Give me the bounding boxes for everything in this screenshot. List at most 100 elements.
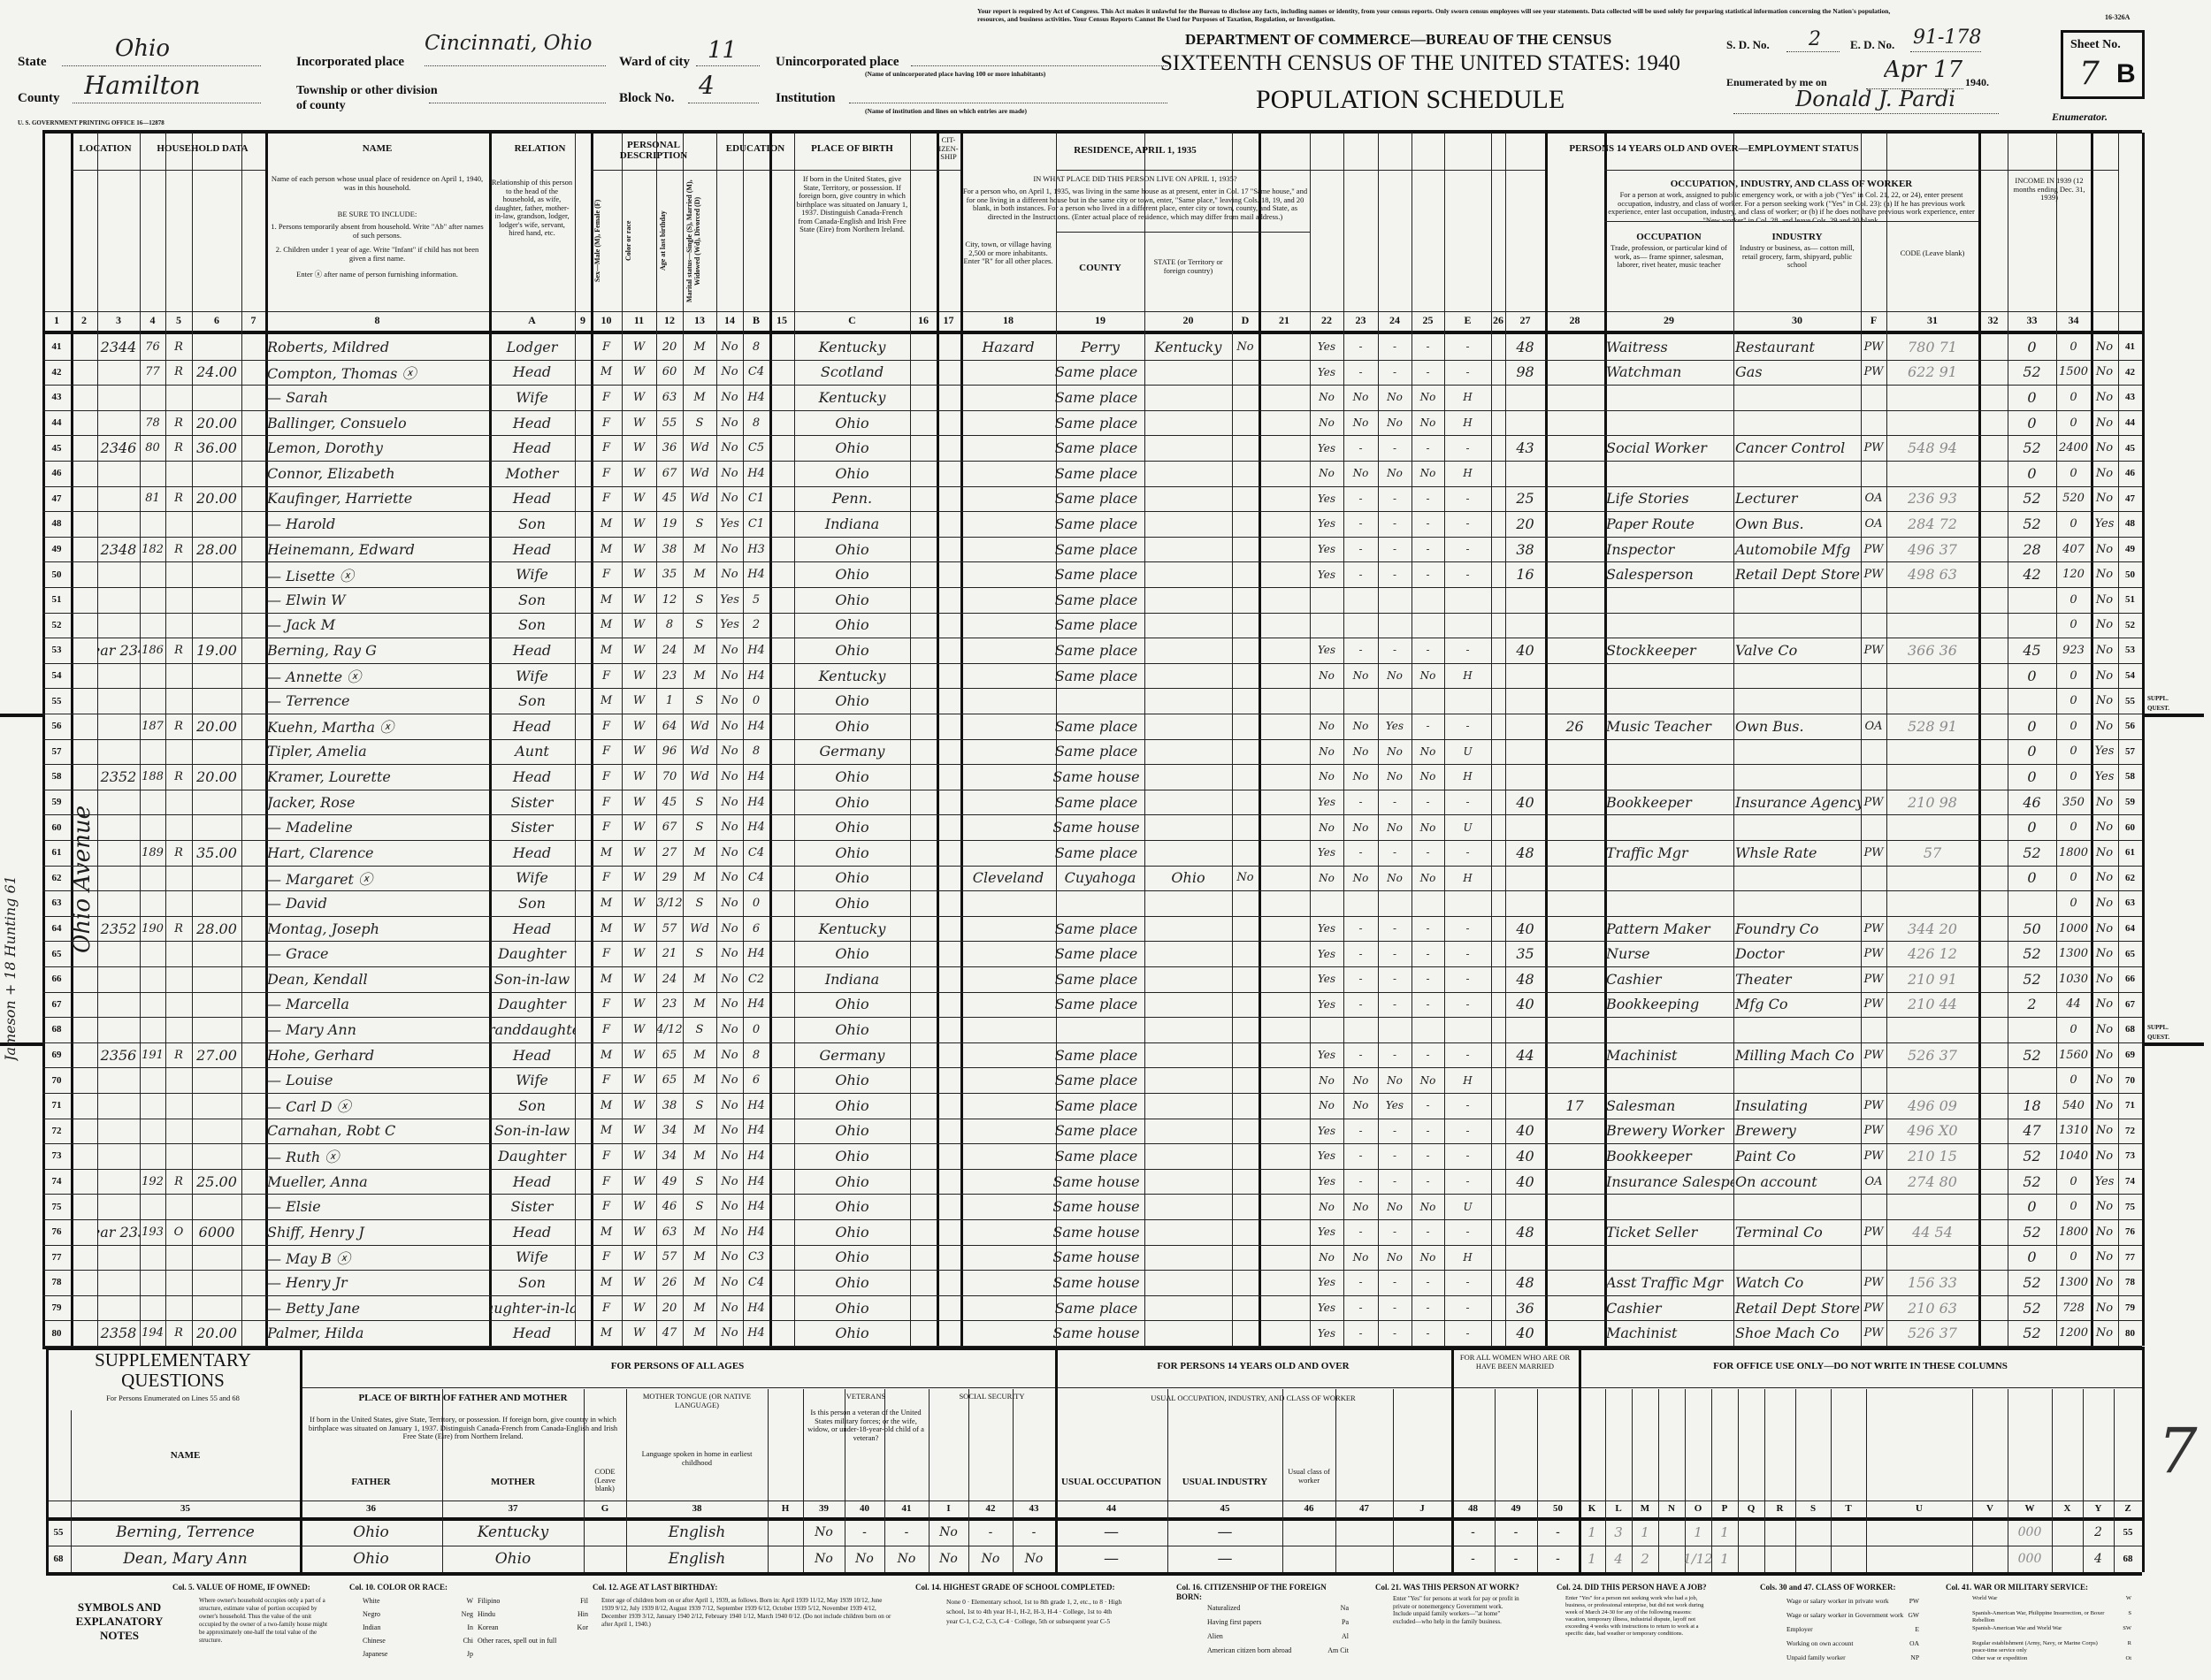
employment-status-answer xyxy=(1412,613,1444,638)
occupation-code: 526 37 xyxy=(1908,1046,1957,1064)
sex: F xyxy=(601,871,611,885)
ed-label: E. D. No. xyxy=(1850,38,1895,51)
race: W xyxy=(632,1048,646,1062)
school-attendance: No xyxy=(721,492,738,506)
employment-status-answer: Yes xyxy=(1317,492,1336,505)
employment-status-answer: - xyxy=(1426,1175,1430,1188)
residence-1935-state xyxy=(1144,435,1232,461)
occupation: Watchman xyxy=(1606,363,1682,381)
residence-1935-farm xyxy=(1232,1245,1259,1271)
employment-status-answer: No xyxy=(1352,871,1369,884)
occupation-code: 210 98 xyxy=(1908,793,1957,811)
column-number: 32 xyxy=(1987,314,1999,326)
employment-status-answer: Yes xyxy=(1317,846,1336,859)
home-tenure xyxy=(165,1093,192,1119)
printing-office: U. S. GOVERNMENT PRINTING OFFICE 16—1287… xyxy=(18,119,164,126)
highest-grade: 0 xyxy=(752,896,761,910)
weeks-worked-1939: 52 xyxy=(2023,515,2041,532)
home-tenure xyxy=(165,992,192,1018)
age: 49 xyxy=(662,1174,677,1188)
home-value xyxy=(192,663,241,689)
weeks-seeking-work: 26 xyxy=(1565,717,1584,735)
race-code-entry: Hindu Hin xyxy=(478,1610,588,1618)
residence-1935-farm xyxy=(1232,1194,1259,1219)
household-number: 187 xyxy=(142,719,164,733)
race: W xyxy=(632,1149,646,1163)
employment-status-answer: No xyxy=(1319,669,1335,683)
relationship: Head xyxy=(512,414,552,431)
employment-status-answer xyxy=(1310,688,1343,714)
supp-column-number: 42 xyxy=(985,1503,996,1514)
column-number: 3 xyxy=(116,314,121,326)
person-name: — Sarah xyxy=(267,388,329,406)
employment-status-answer: - xyxy=(1426,1049,1430,1062)
wage-income-1939: 0 xyxy=(2069,516,2077,531)
person-name: Roberts, Mildred xyxy=(267,338,390,355)
age: 57 xyxy=(662,1250,677,1264)
residence-1935-state xyxy=(1144,1295,1232,1321)
column-number: F xyxy=(1870,314,1878,326)
column-number: 15 xyxy=(777,314,787,326)
supp-office-wages-code: 000 xyxy=(2017,1525,2042,1539)
household-number xyxy=(140,613,165,638)
weeks-worked-1939 xyxy=(2008,613,2056,638)
occupation-code: 496 09 xyxy=(1908,1096,1957,1114)
employment-status-answer: No xyxy=(1387,745,1403,758)
age: 46 xyxy=(662,1200,677,1214)
employment-status-answer: No xyxy=(1352,770,1369,783)
employment-status-answer: - xyxy=(1465,340,1470,354)
age: 45 xyxy=(662,795,677,809)
line-number-right: 52 xyxy=(2125,619,2135,630)
residence-1935-state xyxy=(1144,1067,1232,1093)
row-divider xyxy=(42,865,2142,867)
row-divider xyxy=(42,385,2142,386)
residence-1935-farm xyxy=(1232,941,1259,966)
row-divider xyxy=(42,840,2142,841)
residence-1935-farm xyxy=(1232,511,1259,537)
column-number: 1 xyxy=(54,314,59,326)
supp-office-code: 1 xyxy=(1641,1524,1649,1540)
person-name: Mueller, Anna xyxy=(267,1172,368,1190)
residence-1935-county xyxy=(1056,1194,1144,1219)
section-relation: RELATION xyxy=(514,143,566,154)
class-of-worker: PW xyxy=(1863,1124,1884,1138)
row-divider xyxy=(42,1093,2142,1094)
home-tenure xyxy=(165,966,192,992)
hours-worked xyxy=(1505,1017,1545,1042)
school-attendance: No xyxy=(721,1124,738,1138)
line-number-right: 58 xyxy=(2125,771,2135,783)
hours-worked: 16 xyxy=(1516,566,1534,584)
residence-1935-city: Same place xyxy=(1054,414,1138,431)
line-number-right: 57 xyxy=(2125,745,2135,757)
occupation xyxy=(1604,739,1733,765)
employment-status-answer xyxy=(1444,1017,1491,1042)
highest-grade: 8 xyxy=(752,340,761,354)
residence-1935-farm xyxy=(1232,486,1259,512)
relationship: Head xyxy=(512,1223,552,1241)
employment-status-answer: Yes xyxy=(1317,1149,1336,1163)
employment-status-answer: - xyxy=(1392,441,1397,454)
supp-veterans-header: VETERANS xyxy=(845,1392,886,1401)
supp-column-divider xyxy=(929,1389,930,1572)
supp-column-divider xyxy=(1764,1389,1765,1572)
column-number: 33 xyxy=(2026,314,2038,326)
relationship: Son xyxy=(518,591,546,608)
military-code-symbol: SW xyxy=(2123,1625,2131,1631)
school-attendance: No xyxy=(721,1098,738,1112)
section-residence: RESIDENCE, APRIL 1, 1935 xyxy=(1074,145,1197,156)
relationship: Lodger xyxy=(506,338,558,355)
house-number: 2356 xyxy=(100,1046,137,1064)
line-number-right: 67 xyxy=(2125,998,2135,1010)
relationship: Son xyxy=(518,616,546,634)
household-number xyxy=(140,992,165,1018)
census-row: 70— Louise Wife F W 65 M No 6 Ohio Same place 0 No 7… xyxy=(42,1067,2142,1093)
residence-1935-city: Same place xyxy=(1054,591,1138,608)
wage-income-1939: 0 xyxy=(2069,592,2077,607)
home-value xyxy=(192,1119,241,1144)
age: 24 xyxy=(662,643,677,657)
state-label: State xyxy=(18,55,47,69)
residence-1935-city: Same house xyxy=(1052,1172,1140,1190)
column-number: 26 xyxy=(1493,314,1503,326)
birthplace: Ohio xyxy=(835,1147,869,1165)
highest-grade: 8 xyxy=(752,416,761,430)
